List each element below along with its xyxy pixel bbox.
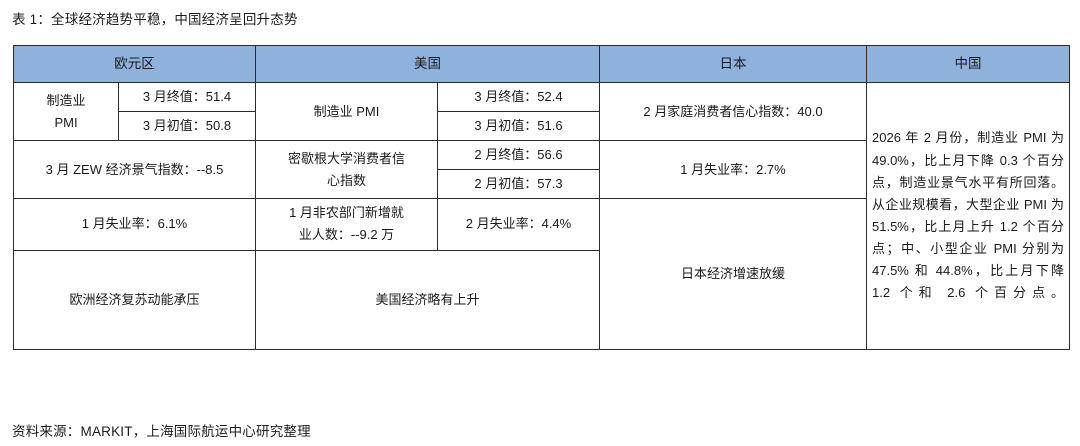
- usa-pmi-final: 3 月终值：52.4: [437, 81, 600, 113]
- table-row: 1 月失业率：6.1% 1 月非农部门新增就 业人数：--9.2 万 2 月失业…: [13, 198, 1070, 350]
- source-note: 资料来源：MARKIT，上海国际航运中心研究整理: [12, 424, 311, 439]
- table-row: 2 月初值：57.3: [14, 169, 1070, 200]
- usa-michigan-final: 2 月终值：56.6: [437, 140, 600, 171]
- eurozone-summary: 欧洲经济复苏动能承压: [13, 249, 256, 350]
- usa-pmi-label: 制造业 PMI: [255, 81, 438, 142]
- eurozone-pmi-label-line1: 制造业: [46, 92, 86, 108]
- table-row: 3 月初值：50.8 3 月初值：51.6: [14, 111, 1070, 142]
- china-commentary: 2026 年 2 月份，制造业 PMI 为 49.0%，比上月下降 0.3 个百…: [866, 82, 1070, 350]
- global-economy-table: 欧元区 美国 日本 中国 制造业 PMI 3 月终值：51.4 制造业 PMI …: [13, 45, 1070, 350]
- eurozone-zew-index: 3 月 ZEW 经济景气指数：--8.5: [13, 140, 256, 200]
- japan-unemployment: 1 月失业率：2.7%: [599, 140, 867, 200]
- header-eurozone: 欧元区: [13, 45, 256, 83]
- eurozone-pmi-label: 制造业 PMI: [13, 81, 119, 142]
- header-china: 中国: [866, 45, 1070, 83]
- table-header-row: 欧元区 美国 日本 中国: [13, 45, 1070, 83]
- table-row: 欧洲经济复苏动能承压 美国经济略有上升: [13, 249, 1070, 350]
- eurozone-pmi-prelim: 3 月初值：50.8: [118, 111, 256, 142]
- header-japan: 日本: [599, 45, 867, 83]
- table-caption: 表 1：全球经济趋势平稳，中国经济呈回升态势: [12, 12, 298, 27]
- japan-summary: 日本经济增速放缓: [599, 198, 867, 350]
- table-row: 制造业 PMI 3 月终值：51.4 制造业 PMI 3 月终值：52.4 2 …: [13, 81, 1070, 350]
- eurozone-unemployment: 1 月失业率：6.1%: [13, 198, 256, 251]
- usa-nonfarm-payrolls-line2: 业人数：--9.2 万: [298, 227, 395, 243]
- usa-summary: 美国经济略有上升: [255, 249, 600, 350]
- table-row: 3 月 ZEW 经济景气指数：--8.5 密歇根大学消费者信 心指数 2 月终值…: [13, 140, 1070, 200]
- usa-michigan-prelim: 2 月初值：57.3: [437, 169, 600, 200]
- japan-consumer-confidence: 2 月家庭消费者信心指数：40.0: [599, 81, 867, 142]
- usa-pmi-prelim: 3 月初值：51.6: [437, 111, 600, 142]
- usa-nonfarm-payrolls-line1: 1 月非农部门新增就: [289, 205, 404, 221]
- eurozone-pmi-final: 3 月终值：51.4: [118, 81, 256, 113]
- usa-michigan-label-line2: 心指数: [326, 172, 366, 188]
- usa-unemployment: 2 月失业率：4.4%: [437, 198, 600, 251]
- header-usa: 美国: [255, 45, 600, 83]
- china-commentary-text: 2026 年 2 月份，制造业 PMI 为 49.0%，比上月下降 0.3 个百…: [872, 130, 1064, 301]
- usa-michigan-label: 密歇根大学消费者信 心指数: [255, 140, 438, 200]
- eurozone-pmi-label-line2: PMI: [54, 114, 78, 130]
- usa-nonfarm-payrolls: 1 月非农部门新增就 业人数：--9.2 万: [255, 198, 438, 251]
- usa-michigan-label-line1: 密歇根大学消费者信: [287, 150, 405, 166]
